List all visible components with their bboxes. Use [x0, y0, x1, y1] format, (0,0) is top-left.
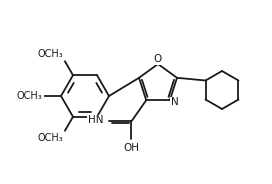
Text: OCH₃: OCH₃ — [37, 49, 63, 59]
Text: OCH₃: OCH₃ — [16, 91, 42, 101]
Text: OH: OH — [123, 144, 139, 153]
Text: HN: HN — [88, 116, 103, 125]
Text: N: N — [171, 97, 179, 107]
Text: O: O — [153, 54, 161, 64]
Text: OCH₃: OCH₃ — [37, 133, 63, 143]
